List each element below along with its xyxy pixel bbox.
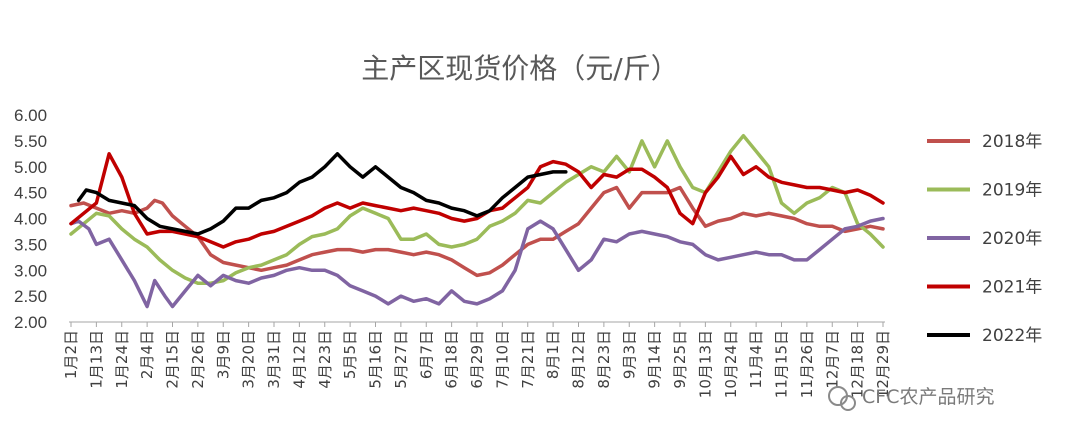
x-tick-label: 8月1日 — [544, 330, 562, 379]
x-tick-label: 2月15日 — [164, 330, 182, 389]
legend-label: 2020年 — [982, 229, 1042, 249]
wechat-icon — [828, 386, 856, 411]
x-tick-label: 6月7日 — [417, 330, 435, 379]
x-tick-label: 9月14日 — [646, 330, 664, 389]
x-tick-label: 3月31日 — [265, 330, 283, 389]
y-tick-label: 2.00 — [14, 313, 47, 332]
x-tick-label: 7月21日 — [519, 330, 537, 389]
x-tick-label: 11月4日 — [747, 330, 765, 389]
x-tick-label: 9月25日 — [671, 330, 689, 389]
x-tick-label: 1月2日 — [62, 330, 80, 379]
x-tick-label: 8月12日 — [570, 330, 588, 389]
x-tick-label: 9月3日 — [620, 330, 638, 379]
y-tick-label: 4.50 — [14, 184, 47, 203]
x-tick-label: 4月12日 — [290, 330, 308, 389]
x-tick-label: 8月23日 — [595, 330, 613, 389]
plot-area — [69, 133, 885, 309]
x-tick-label: 1月13日 — [87, 330, 105, 389]
x-tick-label: 1月24日 — [113, 330, 131, 389]
series-line-5 — [76, 152, 568, 236]
x-tick-label: 12月18日 — [849, 330, 867, 398]
y-tick-label: 2.50 — [14, 287, 47, 306]
series-line-2 — [69, 133, 885, 285]
y-tick-label: 6.00 — [14, 106, 47, 125]
x-tick-label: 12月7日 — [823, 330, 841, 389]
x-tick-label: 4月23日 — [316, 330, 334, 389]
x-tick-label: 10月24日 — [722, 330, 740, 398]
legend-label: 2018年 — [982, 132, 1042, 152]
legend: 2018年 2019年 2020年 2021年 2022年 — [927, 132, 1042, 346]
watermark-text: CFC农产品研究 — [862, 386, 994, 408]
x-tick-label: 3月20日 — [240, 330, 258, 389]
legend-label: 2019年 — [982, 181, 1042, 201]
x-tick-label: 5月16日 — [367, 330, 385, 389]
x-tick-label: 2月4日 — [138, 330, 156, 379]
x-tick-label: 6月18日 — [443, 330, 461, 389]
x-tick-label: 11月26日 — [798, 330, 816, 398]
series-line-3 — [69, 216, 885, 309]
y-tick-label: 4.00 — [14, 210, 47, 229]
legend-label: 2022年 — [982, 326, 1042, 346]
x-tick-label: 2月26日 — [189, 330, 207, 389]
x-axis: 1月2日 1月13日 1月24日 2月4日 2月15日 2月26日 3月9日 3月20日 3月3… — [62, 321, 892, 398]
x-tick-label: 6月29日 — [468, 330, 486, 389]
chart-title: 主产区现货价格（元/斤） — [361, 52, 678, 85]
x-tick-label: 10月13日 — [696, 330, 714, 398]
x-tick-label: 11月15日 — [773, 330, 791, 398]
x-tick-label: 7月10日 — [493, 330, 511, 389]
legend-label: 2021年 — [982, 278, 1042, 298]
y-axis: 6.00 5.50 5.00 4.50 4.00 3.50 3.00 2.50 2.00 — [14, 106, 47, 332]
x-tick-label: 5月27日 — [392, 330, 410, 389]
x-tick-label: 12月29日 — [874, 330, 892, 398]
watermark: CFC农产品研究 — [828, 386, 994, 411]
y-tick-label: 5.00 — [14, 158, 47, 177]
series-line-4 — [69, 152, 885, 249]
y-tick-label: 5.50 — [14, 132, 47, 151]
x-tick-label: 3月9日 — [214, 330, 232, 379]
x-tick-label: 5月5日 — [341, 330, 359, 379]
y-tick-label: 3.00 — [14, 261, 47, 280]
y-tick-label: 3.50 — [14, 235, 47, 254]
